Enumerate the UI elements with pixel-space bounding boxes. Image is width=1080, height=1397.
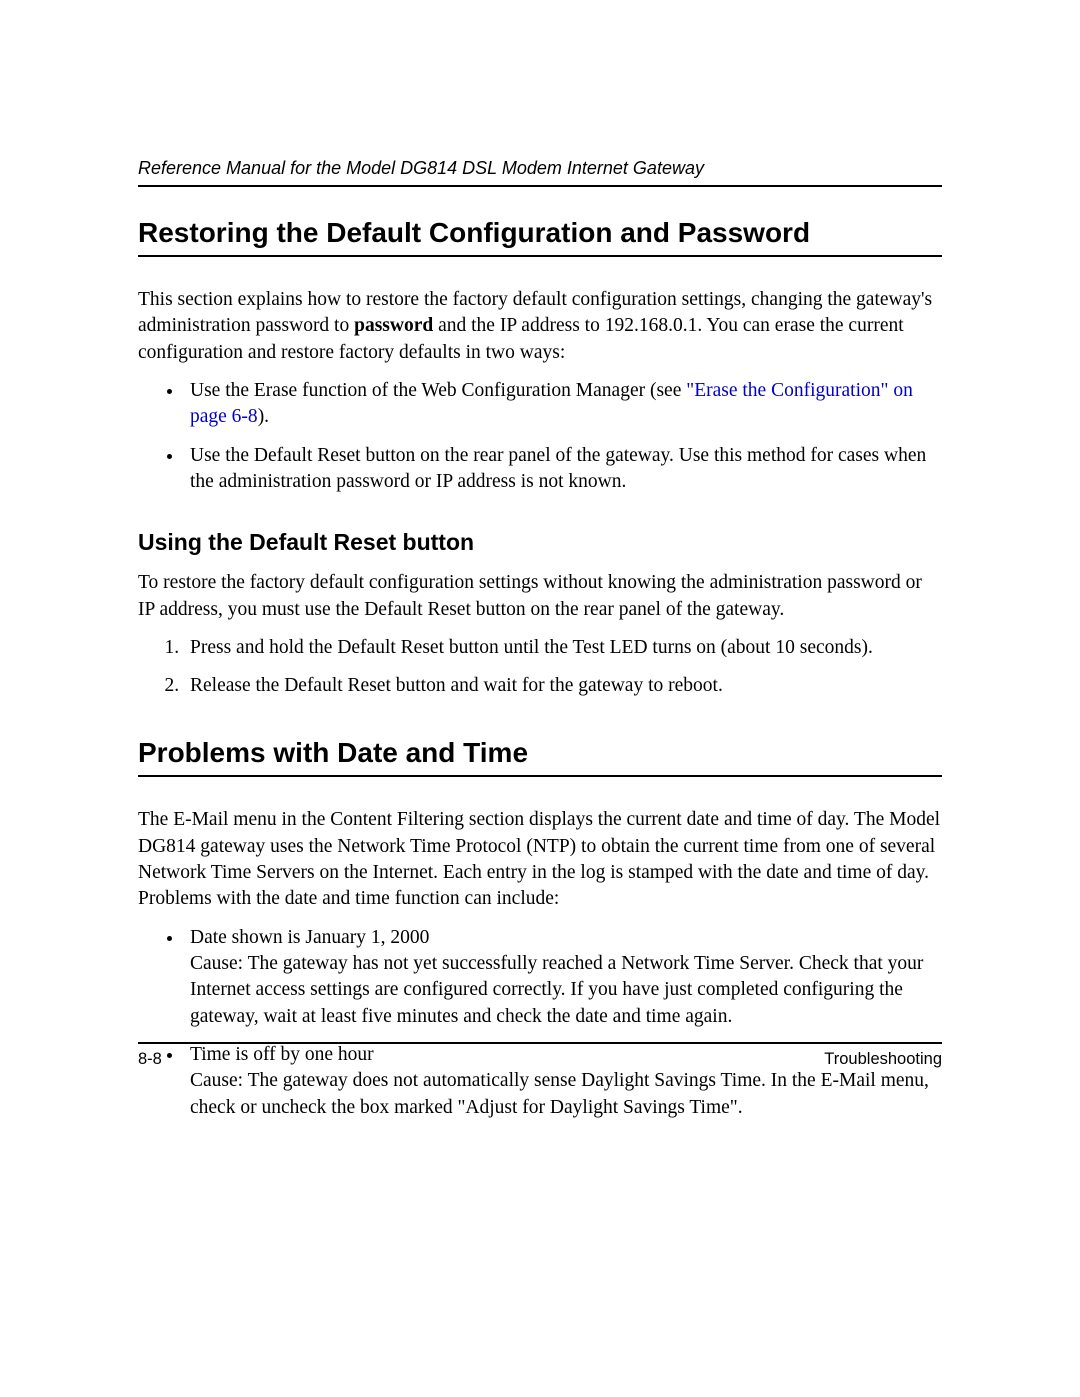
section-restoring-title: Restoring the Default Configuration and …	[138, 217, 942, 257]
section2-b2-body: Cause: The gateway does not automaticall…	[190, 1070, 929, 1117]
section1-bullet-2: Use the Default Reset button on the rear…	[184, 443, 942, 496]
section1-intro-bold: password	[354, 315, 433, 336]
section-datetime-title: Problems with Date and Time	[138, 737, 942, 777]
reset-steps: Press and hold the Default Reset button …	[138, 635, 942, 700]
section1-intro: This section explains how to restore the…	[138, 287, 942, 366]
page-footer: 8-8 Troubleshooting	[138, 1042, 942, 1069]
section2-bullets: Date shown is January 1, 2000 Cause: The…	[138, 925, 942, 1121]
running-header: Reference Manual for the Model DG814 DSL…	[138, 158, 942, 187]
subsection-reset-title: Using the Default Reset button	[138, 529, 942, 556]
section1-bullet-1: Use the Erase function of the Web Config…	[184, 378, 942, 431]
section1-b1-pre: Use the Erase function of the Web Config…	[190, 380, 686, 401]
reset-step-2: Release the Default Reset button and wai…	[184, 673, 942, 699]
subsection-intro: To restore the factory default configura…	[138, 570, 942, 623]
page-number: 8-8	[138, 1050, 162, 1069]
page: Reference Manual for the Model DG814 DSL…	[0, 0, 1080, 1397]
section2-intro: The E-Mail menu in the Content Filtering…	[138, 807, 942, 912]
reset-step-1: Press and hold the Default Reset button …	[184, 635, 942, 661]
section2-b1-head: Date shown is January 1, 2000	[190, 927, 429, 948]
section1-bullets: Use the Erase function of the Web Config…	[138, 378, 942, 495]
section1-b1-post: ).	[258, 406, 269, 427]
section2-bullet-1: Date shown is January 1, 2000 Cause: The…	[184, 925, 942, 1030]
chapter-name: Troubleshooting	[824, 1050, 942, 1069]
section2-b1-body: Cause: The gateway has not yet successfu…	[190, 953, 923, 1027]
